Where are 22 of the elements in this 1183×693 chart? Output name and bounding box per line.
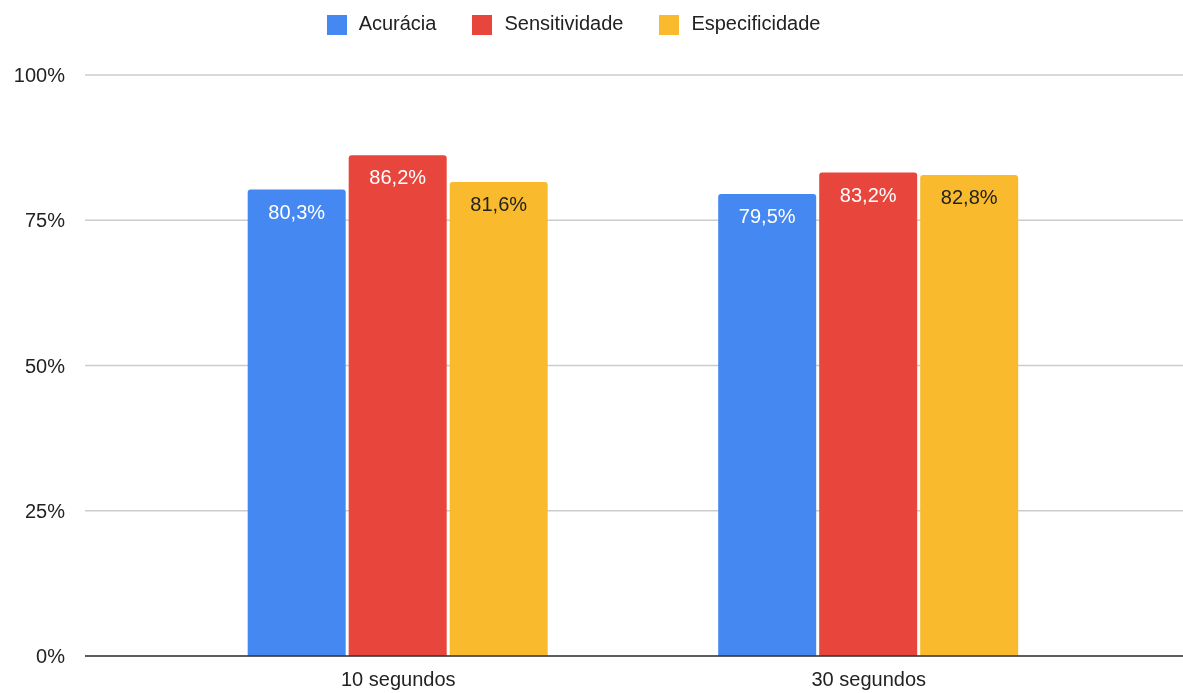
legend-label: Sensitividade (504, 12, 624, 34)
bar (819, 172, 918, 656)
legend-label: Acurácia (358, 12, 437, 34)
data-label: 79,5% (738, 205, 796, 228)
bar (247, 189, 346, 656)
data-label: 86,2% (369, 166, 427, 189)
bar (920, 174, 1019, 656)
bar (718, 194, 817, 656)
data-label: 81,6% (470, 193, 528, 216)
data-label: 83,2% (839, 183, 897, 206)
y-tick-label: 100% (13, 64, 66, 87)
x-tick-label: 10 segundos (340, 668, 456, 691)
y-tick-label: 0% (36, 645, 66, 668)
data-label: 82,8% (940, 186, 998, 209)
bar (348, 155, 447, 656)
data-label: 80,3% (268, 200, 326, 223)
bar (449, 181, 548, 656)
legend-label: Especificidade (691, 12, 821, 34)
x-tick-label: 30 segundos (811, 668, 927, 691)
y-tick-label: 75% (24, 209, 66, 232)
y-tick-label: 50% (24, 354, 66, 377)
y-tick-label: 25% (24, 499, 66, 522)
